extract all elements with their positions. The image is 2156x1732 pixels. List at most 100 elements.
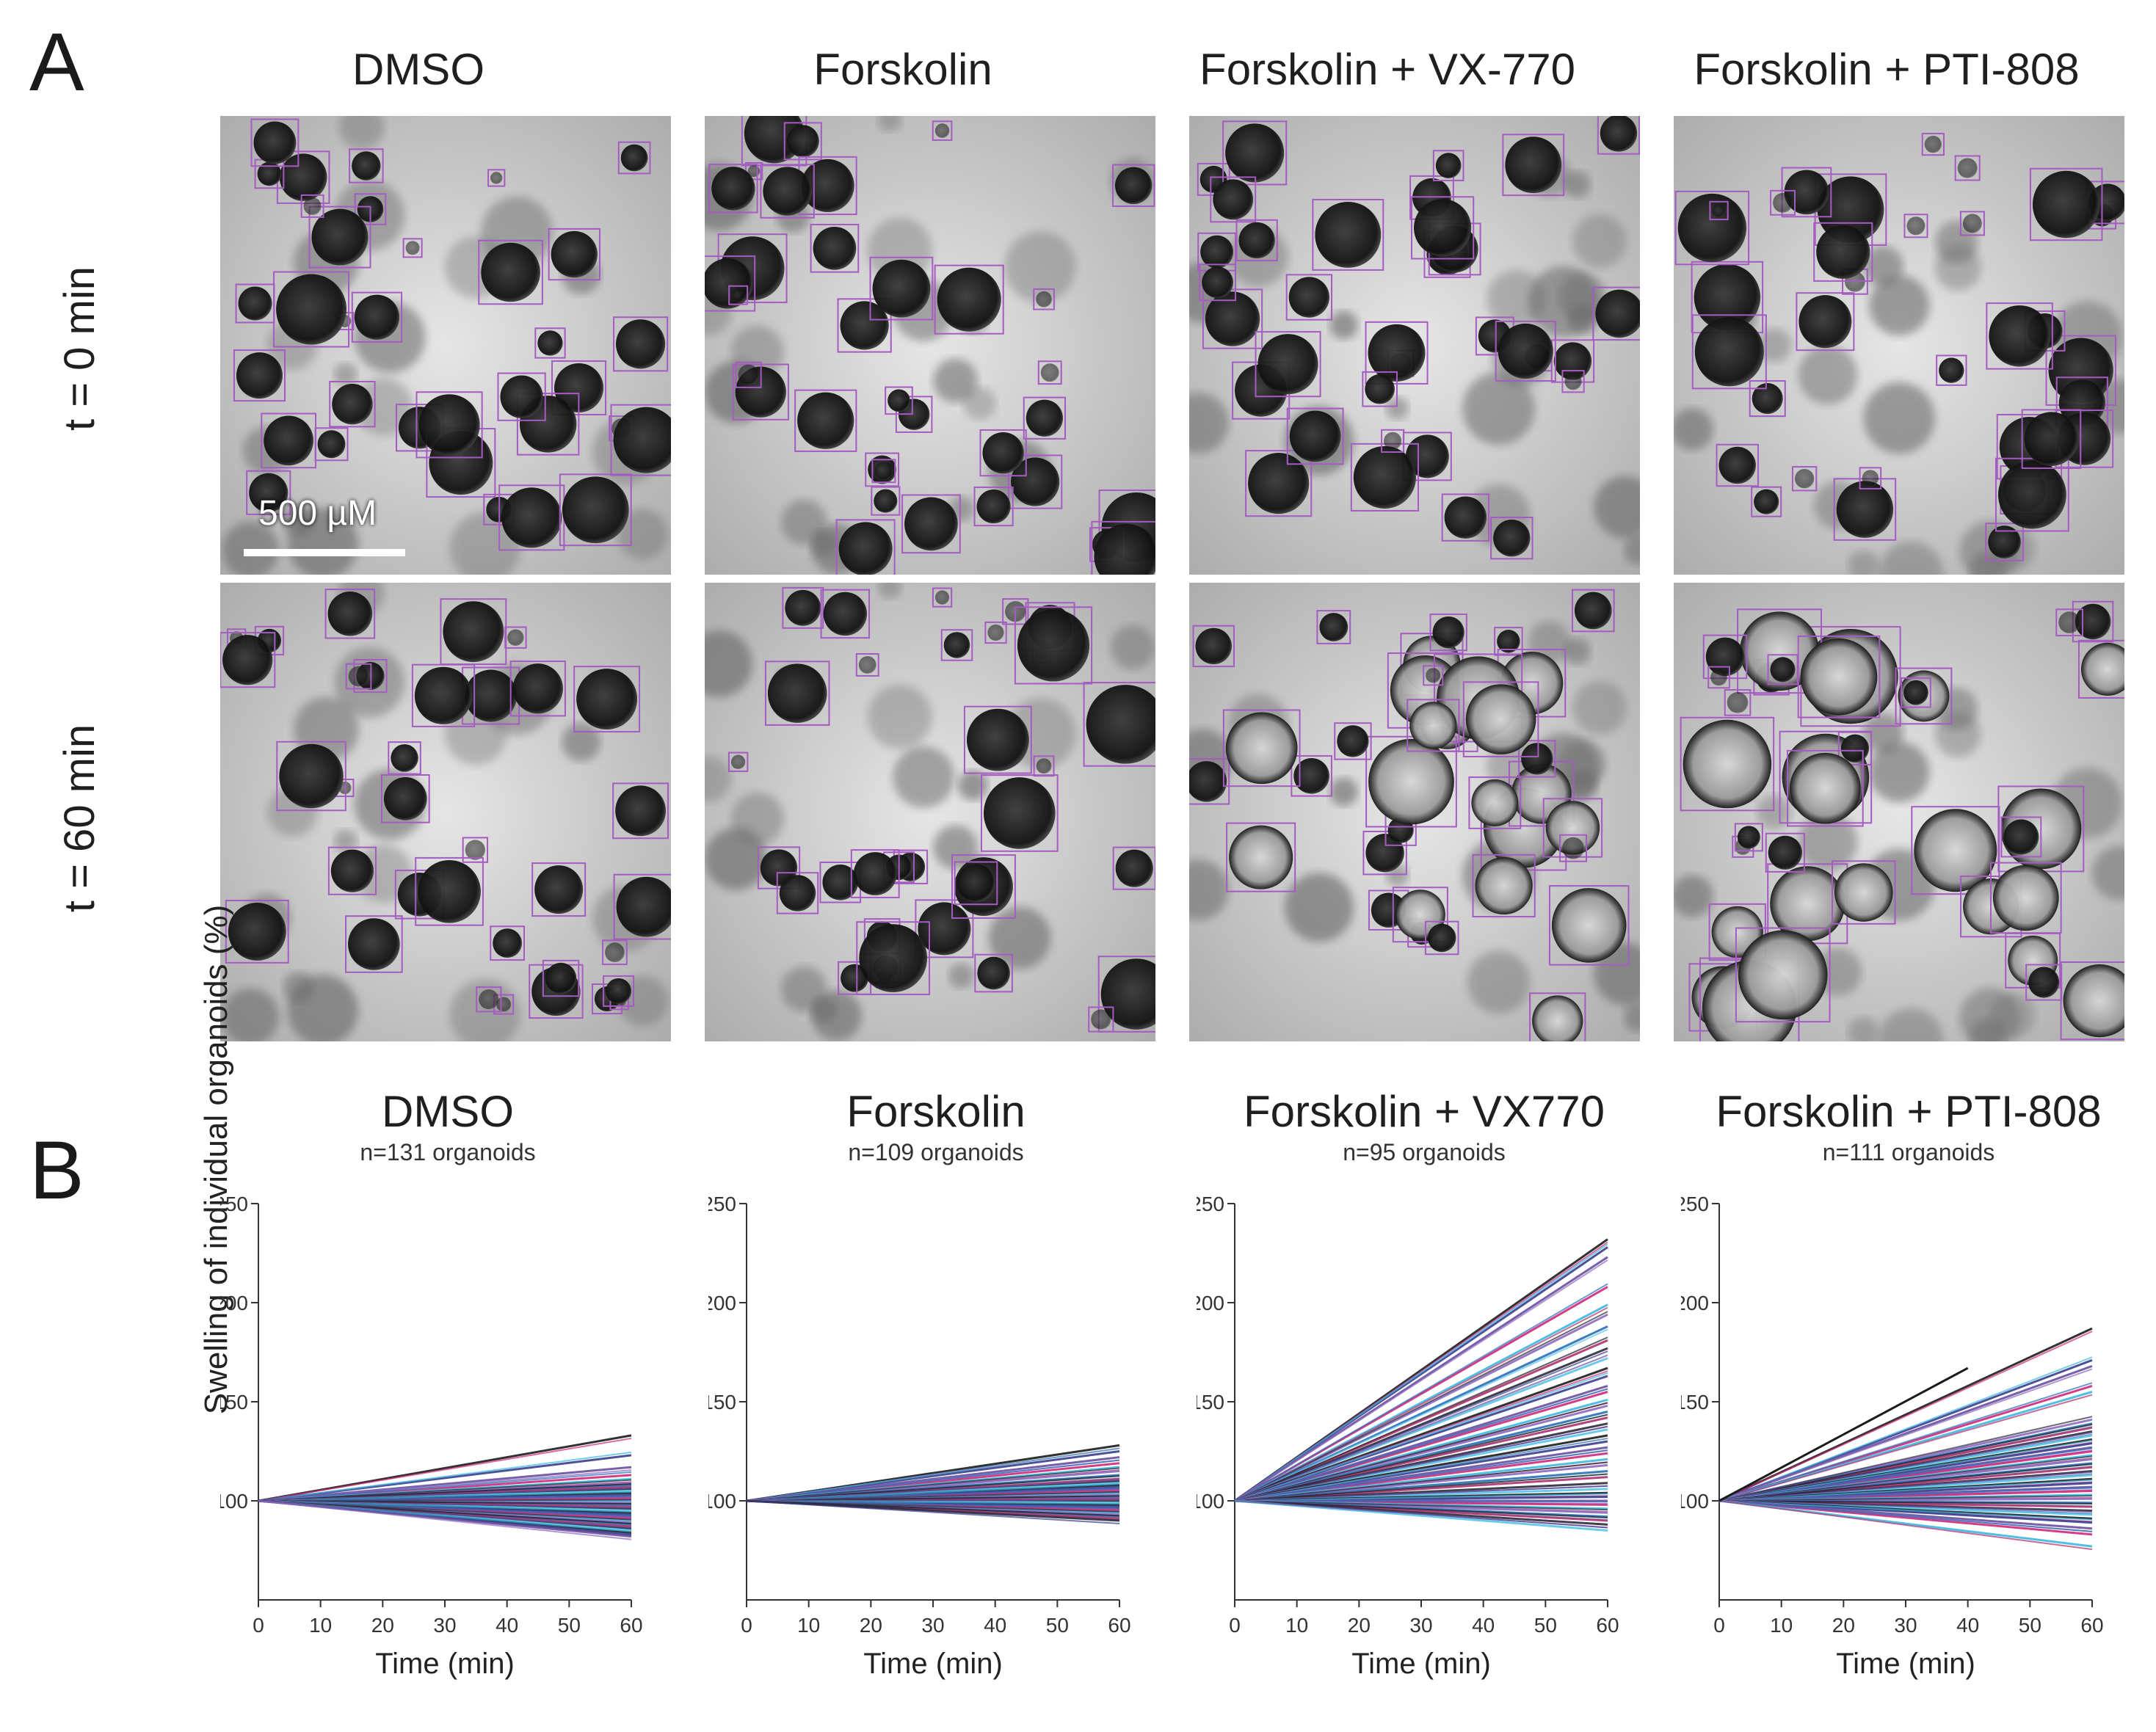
detection-box bbox=[1765, 832, 1805, 873]
series-line bbox=[1718, 1431, 2093, 1502]
out-of-focus-organoid bbox=[449, 512, 521, 575]
detection-box bbox=[951, 854, 1016, 919]
organoid bbox=[348, 918, 400, 970]
out-of-focus-organoid bbox=[1798, 812, 1857, 871]
series-line bbox=[1718, 1471, 2093, 1502]
detection-box bbox=[617, 141, 651, 175]
chart-subtitle: n=111 organoids bbox=[1822, 1139, 1995, 1165]
organoid bbox=[352, 151, 381, 181]
out-of-focus-organoid bbox=[963, 387, 996, 420]
scale-bar-label: 500 µM bbox=[258, 494, 377, 533]
detection-box bbox=[1707, 666, 1730, 689]
detection-box bbox=[1468, 776, 1522, 829]
out-of-focus-organoid bbox=[287, 975, 359, 1041]
x-axis-label: Time (min) bbox=[375, 1648, 515, 1680]
organoid bbox=[1497, 630, 1520, 653]
chart-plot: 100 150 200 250 0 10 20 30 40 50 60 Time (min) bbox=[1197, 1193, 1619, 1680]
series-line bbox=[1234, 1311, 1608, 1502]
micrograph-vx770-t60 bbox=[1189, 583, 1640, 1041]
organoid bbox=[1315, 201, 1382, 268]
organoid bbox=[1712, 203, 1726, 218]
out-of-focus-organoid bbox=[562, 723, 600, 762]
out-of-focus-organoid bbox=[1558, 740, 1606, 787]
detection-box bbox=[1781, 167, 1832, 218]
out-of-focus-organoid bbox=[1386, 397, 1409, 420]
organoid bbox=[1086, 685, 1155, 764]
organoid bbox=[2063, 964, 2124, 1038]
detection-box bbox=[764, 661, 830, 726]
detection-box bbox=[345, 663, 372, 690]
out-of-focus-organoid bbox=[1674, 408, 1713, 451]
organoid bbox=[537, 330, 563, 356]
organoid bbox=[613, 407, 671, 473]
series-line bbox=[1234, 1500, 1608, 1503]
x-tick-label: 40 bbox=[496, 1614, 518, 1637]
out-of-focus-organoid bbox=[1863, 713, 1903, 754]
detection-box bbox=[1472, 854, 1536, 918]
organoid bbox=[1694, 317, 1764, 387]
chart-title: Forskolin + PTI-808 bbox=[1716, 1087, 2102, 1136]
organoid bbox=[228, 902, 286, 961]
organoid bbox=[1800, 638, 1878, 716]
organoid bbox=[1992, 865, 2059, 931]
organoid bbox=[1816, 225, 1870, 279]
organoid bbox=[1435, 153, 1462, 178]
detection-box bbox=[613, 316, 669, 372]
organoid bbox=[1257, 334, 1318, 395]
series-line bbox=[1234, 1413, 1608, 1502]
organoid bbox=[1319, 613, 1349, 641]
series-line bbox=[1234, 1259, 1608, 1502]
detection-box bbox=[1959, 211, 1985, 236]
detection-box bbox=[871, 459, 896, 484]
organoid bbox=[1213, 179, 1254, 220]
detection-box bbox=[1936, 354, 1967, 386]
organoid bbox=[512, 663, 563, 714]
detection-box bbox=[246, 470, 291, 515]
organoid bbox=[934, 590, 950, 605]
x-tick-label: 40 bbox=[984, 1614, 1006, 1637]
detection-box bbox=[476, 986, 502, 1013]
out-of-focus-organoid bbox=[933, 358, 978, 403]
out-of-focus-organoid bbox=[1572, 214, 1627, 269]
detection-box bbox=[1592, 286, 1640, 341]
micrograph-dmso-t0 bbox=[220, 116, 671, 575]
detection-box bbox=[984, 621, 1007, 644]
detection-box bbox=[504, 626, 527, 649]
detection-box bbox=[1903, 214, 1928, 239]
detection-box bbox=[1222, 120, 1288, 186]
y-tick-label: 200 bbox=[1197, 1292, 1224, 1314]
organoid bbox=[1040, 363, 1059, 382]
out-of-focus-organoid bbox=[1869, 741, 1930, 803]
out-of-focus-organoid bbox=[222, 521, 279, 575]
panel-b-letter: B bbox=[29, 1124, 84, 1216]
y-tick-label: 100 bbox=[1681, 1490, 1709, 1513]
detection-box bbox=[1286, 407, 1344, 465]
detection-box bbox=[603, 975, 635, 1007]
detection-box bbox=[871, 486, 901, 516]
organoid bbox=[418, 394, 480, 456]
out-of-focus-organoid bbox=[1004, 231, 1076, 303]
detection-box bbox=[1797, 635, 1881, 718]
organoid bbox=[1740, 611, 1819, 691]
detection-box bbox=[1255, 331, 1321, 398]
detection-box bbox=[1334, 722, 1372, 760]
organoid bbox=[874, 489, 898, 513]
out-of-focus-organoid bbox=[1329, 777, 1358, 807]
series-line bbox=[1718, 1416, 2093, 1502]
x-tick-label: 60 bbox=[620, 1614, 642, 1637]
x-tick-label: 0 bbox=[741, 1614, 752, 1637]
series-line bbox=[746, 1447, 1120, 1502]
organoid bbox=[1011, 457, 1060, 506]
organoid bbox=[545, 962, 577, 994]
series-line bbox=[1234, 1283, 1608, 1502]
detection-box bbox=[276, 741, 346, 812]
detection-box bbox=[1597, 116, 1640, 155]
organoid bbox=[1200, 235, 1234, 269]
out-of-focus-organoid bbox=[811, 997, 838, 1023]
detection-box bbox=[2055, 608, 2084, 637]
series-line bbox=[1234, 1485, 1608, 1502]
detection-box bbox=[2021, 409, 2082, 469]
organoid bbox=[1365, 833, 1404, 873]
organoid bbox=[443, 601, 504, 663]
organoid bbox=[1752, 383, 1783, 415]
